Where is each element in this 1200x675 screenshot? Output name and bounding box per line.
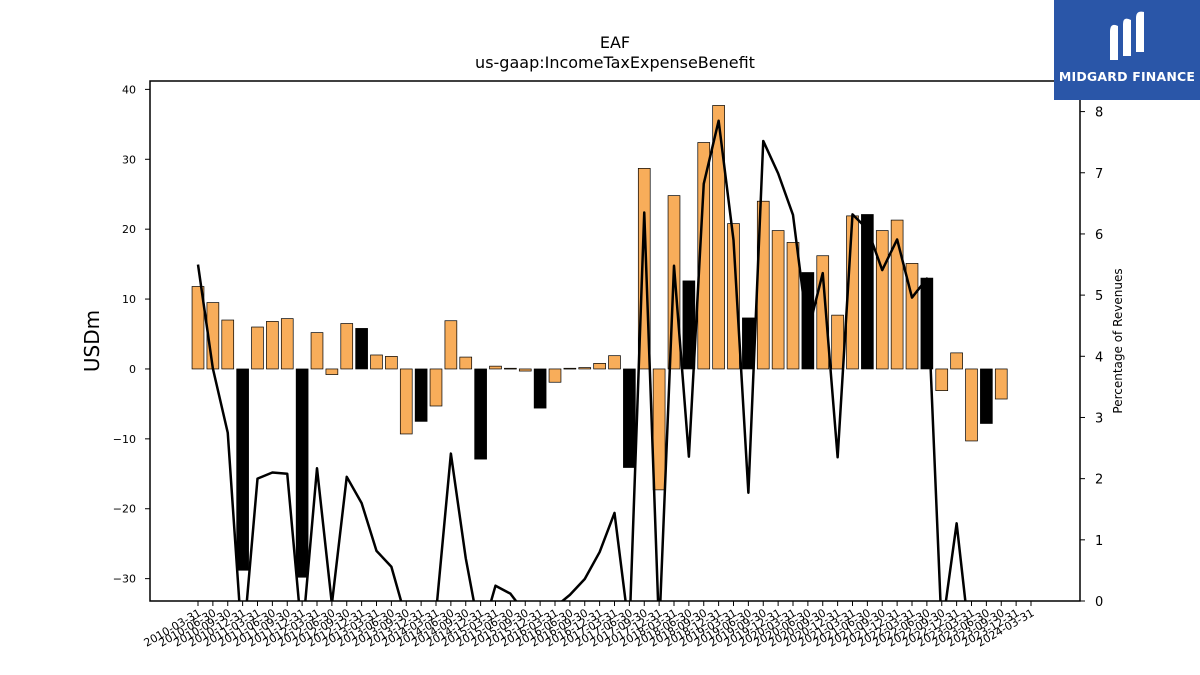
bar	[935, 368, 949, 391]
y-tick-label: 40	[122, 83, 136, 96]
bar	[801, 272, 815, 370]
chart-subtitle: us-gaap:IncomeTaxExpenseBenefit	[475, 53, 755, 72]
y2-tick-label: 3	[1095, 411, 1103, 426]
y2-tick-label: 4	[1095, 350, 1103, 365]
bar	[831, 314, 844, 370]
y2-tick-label: 1	[1095, 534, 1103, 549]
bar	[266, 321, 279, 370]
bar	[593, 363, 606, 370]
bar	[474, 368, 487, 460]
y-axis-left: −30 −20 −10 0 10 20 30 40	[113, 83, 150, 586]
bar	[414, 368, 428, 422]
bar	[816, 255, 830, 370]
ratio-line	[196, 119, 967, 601]
bar	[385, 356, 398, 370]
bar	[608, 355, 621, 370]
y-axis-label: USDm	[80, 310, 104, 372]
bar	[980, 368, 993, 424]
bar	[399, 368, 413, 435]
bar	[875, 230, 889, 370]
bar	[340, 323, 354, 370]
bar	[310, 332, 324, 370]
logo-text: MIDGARD FINANCE	[1058, 69, 1196, 84]
y-tick-label: −20	[113, 503, 136, 516]
bar	[965, 368, 978, 442]
bar	[861, 214, 874, 370]
y-axis-right: 0 1 2 3 4 5 6 7 8	[1080, 106, 1103, 610]
y-tick-label: −10	[113, 433, 136, 446]
bar	[325, 368, 339, 375]
bar	[518, 368, 532, 372]
y2-tick-label: 0	[1095, 595, 1103, 610]
bar	[994, 368, 1008, 400]
bar	[712, 105, 725, 370]
y-tick-label: 20	[122, 223, 136, 236]
bar	[295, 368, 309, 578]
bar	[533, 368, 547, 409]
y2-tick-label: 8	[1095, 106, 1103, 121]
ratio-series-line	[196, 119, 967, 601]
bar	[221, 319, 235, 370]
bar	[771, 230, 785, 370]
bar	[563, 367, 577, 370]
y-tick-label: 10	[122, 293, 136, 306]
bar	[280, 318, 294, 370]
y2-tick-label: 5	[1095, 289, 1103, 304]
bar	[355, 328, 368, 370]
brand-logo: MIDGARD FINANCE	[1054, 0, 1200, 100]
y2-axis-label: Percentage of Revenues	[1111, 268, 1125, 413]
bar	[504, 367, 517, 370]
y-tick-label: 30	[122, 153, 136, 166]
chart-title: EAF	[600, 33, 630, 52]
y2-tick-label: 7	[1095, 167, 1103, 182]
bar	[890, 219, 904, 370]
bar	[236, 368, 249, 571]
bar	[370, 354, 383, 370]
y-tick-label: −30	[113, 573, 136, 586]
y2-tick-label: 2	[1095, 473, 1103, 488]
bar	[578, 367, 592, 370]
bar	[637, 168, 651, 370]
x-axis: 2010-03-312010-06-302010-09-302010-12-31…	[142, 601, 1037, 650]
bar	[786, 242, 800, 370]
bar	[489, 365, 502, 370]
bar	[742, 317, 755, 370]
bar	[652, 368, 666, 491]
y-tick-label: 0	[129, 363, 136, 376]
bar	[905, 263, 919, 370]
logo-mark-icon	[1110, 11, 1144, 60]
y2-tick-label: 6	[1095, 228, 1103, 243]
bar	[191, 286, 205, 370]
bar	[682, 280, 696, 370]
bar	[727, 223, 740, 370]
bar	[444, 320, 458, 370]
bar	[251, 326, 264, 370]
bar	[459, 356, 473, 370]
bar	[548, 368, 562, 383]
bar	[950, 352, 963, 370]
bar	[623, 368, 636, 468]
bar	[697, 142, 711, 370]
bar	[429, 368, 443, 407]
